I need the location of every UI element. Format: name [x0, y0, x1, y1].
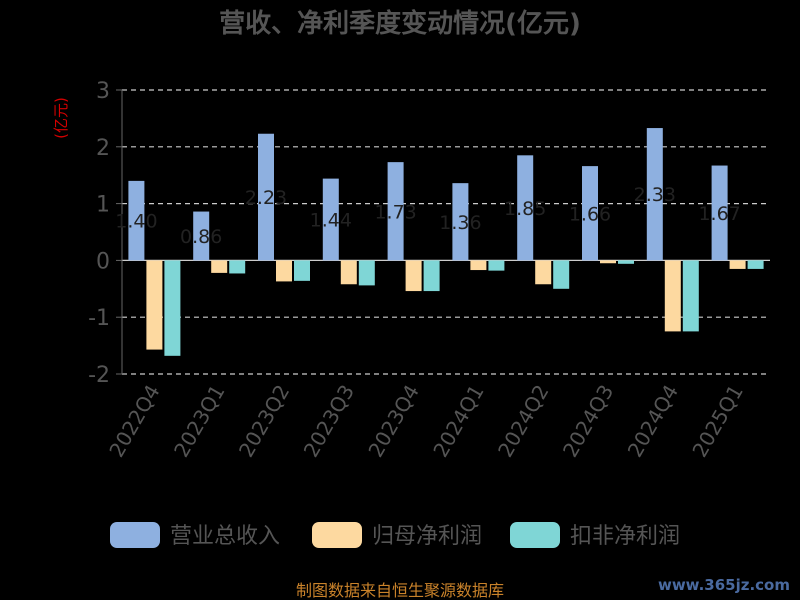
bar	[340, 260, 357, 285]
bar	[452, 183, 469, 261]
y-ticks: 3 2 1 0 -1 -2	[88, 79, 123, 388]
bar	[553, 260, 570, 289]
bars	[128, 128, 764, 356]
x-tick-label: 2025Q1	[687, 381, 747, 462]
bar	[488, 260, 505, 271]
y-axis-label: (亿元)	[52, 97, 70, 139]
watermark: www.365jz.com	[658, 576, 790, 594]
bar	[711, 165, 728, 261]
bar	[322, 178, 339, 261]
bar	[423, 260, 440, 292]
x-tick-label: 2024Q2	[493, 381, 553, 462]
bar	[470, 260, 487, 271]
x-tick-label: 2023Q2	[234, 381, 294, 462]
x-tick-label: 2023Q3	[299, 381, 359, 462]
bar	[258, 133, 274, 261]
legend-swatch	[312, 522, 362, 548]
bar	[193, 211, 210, 261]
bar	[600, 260, 616, 264]
data-label: 2.33	[634, 184, 676, 206]
data-label: 1.85	[504, 198, 546, 220]
legend-swatch	[510, 522, 560, 548]
chart-title: 营收、净利季度变动情况(亿元)	[219, 8, 581, 39]
data-label: 1.66	[569, 203, 611, 225]
bar	[535, 260, 552, 285]
x-tick-label: 2023Q1	[169, 381, 229, 462]
x-tick-label: 2022Q4	[104, 381, 164, 462]
bar	[618, 260, 634, 264]
y-tick-label: 3	[96, 79, 110, 104]
y-tick-label: 2	[96, 136, 110, 161]
legend-label: 营业总收入	[170, 524, 280, 549]
bar	[146, 260, 163, 350]
bar	[582, 166, 598, 261]
y-tick-label: 0	[96, 249, 110, 274]
source-note: 制图数据来自恒生聚源数据库	[296, 581, 504, 600]
bar	[294, 260, 310, 281]
bar	[128, 180, 145, 261]
y-tick-label: -1	[88, 306, 110, 331]
bar	[387, 162, 404, 261]
bar	[517, 155, 534, 261]
legend-label: 扣非净利润	[570, 524, 680, 549]
bar	[682, 260, 699, 332]
legend-swatch	[110, 522, 160, 548]
x-tick-label: 2024Q4	[623, 381, 683, 462]
legend-label: 归母净利润	[372, 524, 482, 549]
bar	[747, 260, 764, 269]
y-tick-label: 1	[96, 193, 110, 218]
bar	[164, 260, 181, 356]
legend: 营业总收入 归母净利润 扣非净利润	[110, 522, 680, 549]
x-tick-label: 2024Q1	[428, 381, 488, 462]
bar	[276, 260, 292, 282]
data-label: 2.23	[245, 187, 287, 209]
bar	[211, 260, 228, 273]
data-label: 1.67	[698, 203, 740, 225]
bar	[405, 260, 422, 292]
data-label: 1.36	[439, 212, 481, 234]
bar	[229, 260, 246, 274]
x-tick-label: 2024Q3	[558, 381, 618, 462]
x-tick-label: 2023Q4	[363, 381, 423, 462]
bar	[358, 260, 375, 286]
bar	[729, 260, 746, 269]
bar	[646, 128, 663, 261]
data-label: 1.73	[374, 201, 416, 223]
data-labels: 1.40 0.86 2.23 1.44 1.73 1.36 1.85 1.66 2.33 1.67	[115, 184, 741, 248]
x-ticks: 2022Q4 2023Q1 2023Q2 2023Q3 2023Q4 2024Q1 2024…	[104, 381, 748, 462]
data-label: 0.86	[180, 226, 222, 248]
y-tick-label: -2	[88, 363, 110, 388]
data-label: 1.40	[115, 211, 157, 233]
bar	[664, 260, 681, 332]
data-label: 1.44	[310, 210, 352, 232]
